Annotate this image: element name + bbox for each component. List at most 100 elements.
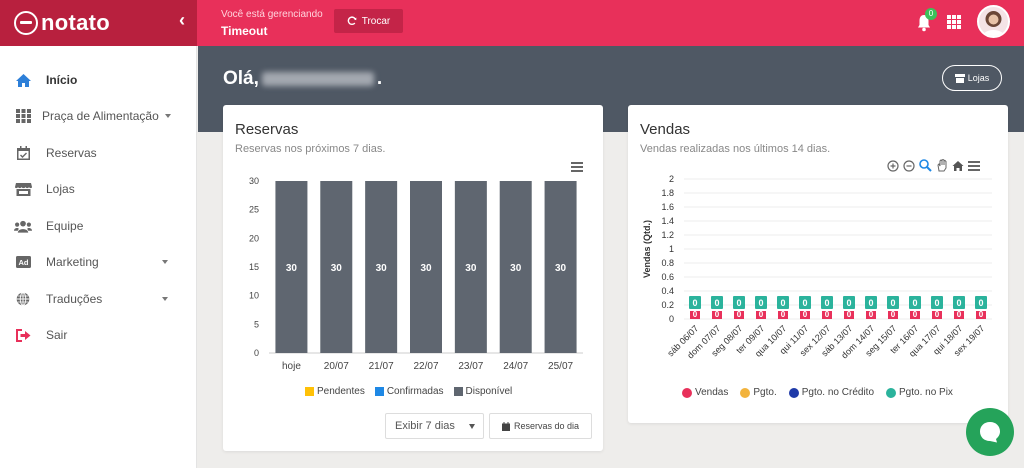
user-avatar[interactable] bbox=[977, 5, 1010, 38]
y-tick-label: 0 bbox=[669, 314, 674, 324]
bar-vendas bbox=[734, 311, 744, 319]
legend-label: Pgto. no Pix bbox=[899, 387, 953, 398]
sidebar-item-sair[interactable]: Sair bbox=[0, 317, 197, 353]
sidebar-item-lojas[interactable]: Lojas bbox=[0, 171, 197, 207]
bar-data-label: 0 bbox=[978, 298, 983, 308]
y-tick-label: 1.4 bbox=[661, 216, 674, 226]
y-tick-label: 15 bbox=[249, 262, 259, 272]
legend-item-pgto-credito[interactable]: Pgto. no Crédito bbox=[788, 387, 874, 398]
day-reservations-button[interactable]: Reservas do dia bbox=[489, 413, 592, 439]
sidebar-item-reservas[interactable]: Reservas bbox=[0, 135, 197, 171]
zoom-in-icon[interactable] bbox=[887, 159, 899, 172]
x-tick-label: 24/07 bbox=[503, 361, 528, 372]
sidebar: Início Praça de Alimentação Reservas bbox=[0, 46, 197, 468]
store-icon bbox=[954, 73, 965, 83]
sidebar-item-label: Equipe bbox=[46, 219, 84, 233]
bar-data-label: 0 bbox=[935, 310, 940, 319]
pan-hand-icon[interactable] bbox=[936, 159, 948, 172]
stores-button[interactable]: Lojas bbox=[942, 65, 1002, 91]
chart-menu-icon[interactable] bbox=[968, 160, 980, 171]
switch-store-button[interactable]: Trocar bbox=[334, 9, 403, 33]
sidebar-item-traducoes[interactable]: Traduções bbox=[0, 281, 197, 317]
days-range-select[interactable]: Exibir 7 dias bbox=[385, 413, 484, 439]
legend-item-pgto[interactable]: Pgto. bbox=[740, 387, 777, 398]
legend-item-pgto-pix[interactable]: Pgto. no Pix bbox=[886, 387, 953, 398]
logo-bar: notato ‹ bbox=[0, 0, 197, 46]
legend-item-vendas[interactable]: Vendas bbox=[682, 387, 728, 398]
chart-menu-icon[interactable] bbox=[571, 162, 583, 172]
stores-button-label: Lojas bbox=[967, 73, 990, 83]
x-tick-label: 25/07 bbox=[548, 361, 573, 372]
sidebar-item-label: Lojas bbox=[46, 182, 75, 196]
y-tick-label: 0.6 bbox=[661, 272, 674, 282]
bar-data-label: 0 bbox=[825, 310, 830, 319]
data-label-box bbox=[843, 296, 855, 309]
legend-label: Pgto. bbox=[753, 387, 777, 398]
sidebar-item-label: Reservas bbox=[46, 146, 97, 160]
y-tick-label: 0 bbox=[254, 348, 259, 358]
data-label-box bbox=[953, 296, 965, 309]
sidebar-collapse-icon[interactable]: ‹ bbox=[179, 10, 185, 30]
bar-data-label: 30 bbox=[510, 263, 522, 274]
bar-data-label: 30 bbox=[331, 263, 343, 274]
legend-item-confirmadas[interactable]: Confirmadas bbox=[374, 386, 444, 397]
bar-data-label: 0 bbox=[956, 298, 961, 308]
bar-data-label: 0 bbox=[934, 298, 939, 308]
sidebar-item-label: Traduções bbox=[46, 292, 103, 306]
legend-swatch bbox=[682, 387, 692, 398]
data-label-box bbox=[865, 296, 877, 309]
bar-vendas bbox=[976, 311, 986, 319]
store-icon bbox=[14, 181, 32, 197]
sidebar-item-label: Marketing bbox=[46, 255, 99, 269]
legend-item-disponivel[interactable]: Disponível bbox=[453, 386, 512, 397]
bar-data-label: 30 bbox=[420, 263, 432, 274]
globe-icon bbox=[14, 291, 32, 307]
chat-button[interactable] bbox=[966, 408, 1014, 456]
bar-data-label: 0 bbox=[759, 310, 764, 319]
y-tick-label: 1.6 bbox=[661, 202, 674, 212]
bar-disponível bbox=[320, 181, 353, 353]
legend-swatch bbox=[374, 387, 384, 396]
sidebar-item-praca[interactable]: Praça de Alimentação bbox=[0, 98, 197, 134]
chevron-down-icon bbox=[469, 424, 475, 429]
bar-vendas bbox=[888, 311, 898, 319]
apps-grid-icon[interactable] bbox=[947, 15, 961, 29]
sidebar-item-inicio[interactable]: Início bbox=[0, 62, 197, 98]
y-axis-title: Vendas (Qtd.) bbox=[642, 220, 652, 278]
bar-data-label: 0 bbox=[979, 310, 984, 319]
bar-data-label: 0 bbox=[714, 298, 719, 308]
grid-icon bbox=[14, 108, 32, 124]
selection-zoom-icon[interactable] bbox=[919, 159, 932, 172]
zoom-out-icon[interactable] bbox=[903, 159, 915, 172]
bar-disponível bbox=[410, 181, 442, 353]
greeting: Olá,. bbox=[223, 68, 382, 90]
x-tick-label: 23/07 bbox=[458, 361, 483, 372]
reservas-card: Reservas Reservas nos próximos 7 dias. 0… bbox=[223, 105, 603, 451]
bar-data-label: 0 bbox=[736, 298, 741, 308]
vendas-legend: Vendas Pgto. Pgto. no Crédito Pgto. no P… bbox=[682, 387, 953, 398]
y-tick-label: 20 bbox=[249, 233, 259, 243]
data-label-box bbox=[887, 296, 899, 309]
bar-data-label: 0 bbox=[824, 298, 829, 308]
legend-label: Pendentes bbox=[317, 386, 365, 397]
y-tick-label: 0.2 bbox=[661, 300, 674, 310]
reservas-legend: Pendentes Confirmadas Disponível bbox=[305, 386, 512, 397]
reservas-chart: 0 5 10 15 20 25 30 30 hoje 30 20/07 30 21/07 30 22/07 3… bbox=[249, 176, 583, 372]
legend-swatch bbox=[453, 387, 463, 396]
legend-label: Confirmadas bbox=[386, 386, 444, 397]
sidebar-item-label: Início bbox=[46, 73, 78, 87]
legend-label: Vendas bbox=[695, 387, 729, 398]
bar-vendas bbox=[954, 311, 964, 319]
sidebar-item-label: Sair bbox=[46, 328, 68, 342]
app-logo-text: notato bbox=[41, 10, 111, 35]
bar-data-label: 0 bbox=[802, 298, 807, 308]
sidebar-item-marketing[interactable]: Ad Marketing bbox=[0, 244, 197, 280]
bar-data-label: 0 bbox=[847, 310, 852, 319]
chevron-down-icon bbox=[162, 260, 168, 264]
reset-home-icon[interactable] bbox=[952, 160, 964, 172]
bar-vendas bbox=[844, 311, 854, 319]
bar-data-label: 30 bbox=[555, 263, 567, 274]
legend-item-pendentes[interactable]: Pendentes bbox=[305, 386, 365, 397]
x-tick-label: 22/07 bbox=[413, 361, 438, 372]
sidebar-item-equipe[interactable]: Equipe bbox=[0, 208, 197, 244]
